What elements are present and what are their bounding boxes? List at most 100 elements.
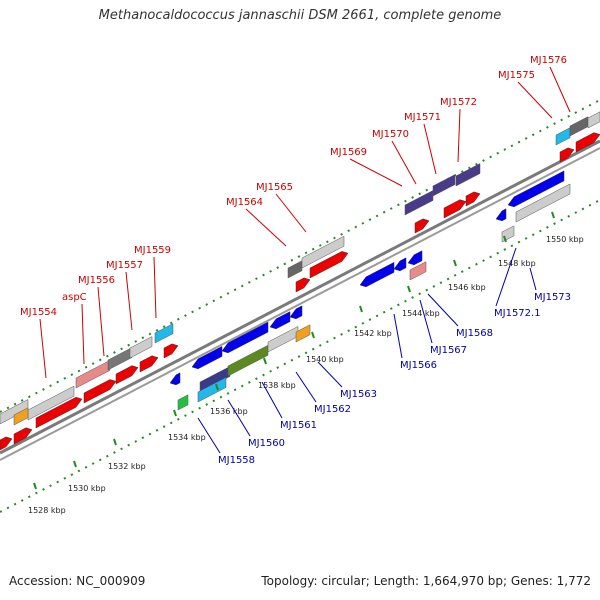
label-mj1576[interactable]: MJ1576 (530, 55, 567, 66)
gene-blue-2[interactable] (221, 321, 269, 354)
label-mj1560[interactable]: MJ1560 (248, 438, 285, 449)
label-mj1572-1[interactable]: MJ1572.1 (494, 308, 541, 319)
label-mj1570[interactable]: MJ1570 (372, 129, 409, 140)
label-mj1556[interactable]: MJ1556 (78, 275, 115, 286)
leader-line (495, 247, 517, 307)
gene-blue-5[interactable] (359, 261, 395, 288)
gene-mj1569[interactable] (404, 190, 434, 216)
gene-mj1559[interactable] (154, 323, 174, 344)
gene-red-4[interactable] (83, 379, 117, 404)
gene-red-9[interactable] (309, 251, 349, 279)
leader-line (529, 267, 537, 291)
gene-mj1565[interactable] (301, 235, 345, 269)
gene-blue-6[interactable] (393, 257, 407, 272)
gene-mj1568[interactable] (409, 261, 427, 281)
gene-red-12[interactable] (465, 191, 481, 207)
label-mj1571[interactable]: MJ1571 (404, 112, 441, 123)
gene-red-2[interactable] (13, 427, 33, 445)
gene-red-6[interactable] (139, 355, 159, 373)
topology-summary: Topology: circular; Length: 1,664,970 bp… (261, 574, 591, 588)
gene-mj1572[interactable] (455, 163, 481, 187)
gene-red-14[interactable] (575, 132, 600, 153)
gene-mj1577[interactable] (587, 111, 600, 129)
tick-mark (359, 305, 363, 313)
label-mj1572[interactable]: MJ1572 (440, 97, 477, 108)
label-mj1567[interactable]: MJ1567 (430, 345, 467, 356)
gene-track (0, 111, 600, 451)
label-mj1557[interactable]: MJ1557 (106, 260, 143, 271)
label-mj1564[interactable]: MJ1564 (226, 197, 263, 208)
gene-blue-3[interactable] (269, 311, 291, 330)
gene-aspc[interactable] (75, 359, 111, 389)
gene-mj1575[interactable] (555, 127, 571, 146)
map-title: Methanocaldococcus jannaschii DSM 2661, … (98, 8, 502, 23)
tick-label: 1532 kbp (108, 462, 146, 471)
tick-mark (215, 383, 219, 391)
gene-mj1560[interactable] (199, 365, 231, 393)
leader-line (517, 81, 553, 119)
leader-line (295, 371, 317, 403)
gene-mj1570[interactable] (432, 174, 456, 197)
gene-mj1561[interactable] (227, 344, 269, 377)
gene-red-1[interactable] (0, 436, 13, 451)
tick-label: 1530 kbp (68, 484, 106, 493)
leader-line (81, 303, 85, 365)
gene-red-5[interactable] (115, 365, 139, 385)
dot-track-upper (0, 99, 600, 413)
gene-mj1556[interactable] (107, 347, 133, 371)
leader-line (419, 299, 433, 344)
tick-label: 1538 kbp (258, 381, 296, 390)
gene-red-7[interactable] (163, 343, 179, 359)
label-mj1575[interactable]: MJ1575 (498, 70, 535, 81)
gene-blue-8[interactable] (495, 208, 507, 222)
leader-line (457, 108, 461, 163)
backbone (0, 139, 600, 461)
label-mj1554[interactable]: MJ1554 (20, 307, 57, 318)
leader-line (245, 208, 287, 247)
gene-mj1572-1[interactable] (501, 225, 515, 243)
gene-red-13[interactable] (559, 147, 575, 163)
leader-line (317, 361, 343, 388)
gene-mj1564[interactable] (287, 260, 303, 279)
accession-text: Accession: NC_000909 (9, 574, 146, 588)
gene-blue-10[interactable] (169, 372, 181, 386)
gene-red-3[interactable] (35, 396, 83, 429)
tick-label: 1536 kbp (210, 407, 248, 416)
gene-blue-7[interactable] (407, 250, 423, 266)
label-mj1565[interactable]: MJ1565 (256, 182, 293, 193)
gene-mj1558[interactable] (197, 377, 227, 403)
gene-mj1576[interactable] (569, 116, 589, 137)
gene-labels: MJ1554 aspC MJ1556 MJ1557 MJ1559 MJ1564 MJ1565… (20, 55, 571, 466)
gene-green-small[interactable] (177, 394, 189, 411)
leader-line (153, 256, 157, 319)
tick-mark (311, 331, 315, 339)
gene-red-8[interactable] (295, 277, 311, 293)
label-mj1569[interactable]: MJ1569 (330, 147, 367, 158)
label-mj1563[interactable]: MJ1563 (340, 389, 377, 400)
label-mj1566[interactable]: MJ1566 (400, 360, 437, 371)
label-mj1573[interactable]: MJ1573 (534, 292, 571, 303)
gene-mj1573[interactable] (515, 183, 571, 223)
gene-left-orange[interactable] (13, 407, 29, 426)
tick-label: 1534 kbp (168, 433, 206, 442)
scale-ticks: 1528 kbp 1530 kbp 1532 kbp 1534 kbp 1536 kbp… (28, 211, 584, 515)
gene-blue-9[interactable] (507, 170, 565, 208)
gene-mj1563[interactable] (295, 324, 311, 343)
label-mj1558[interactable]: MJ1558 (218, 455, 255, 466)
label-mj1568[interactable]: MJ1568 (456, 328, 493, 339)
gene-blue-4[interactable] (289, 305, 303, 320)
gene-mj1557[interactable] (129, 336, 153, 359)
leader-line (197, 417, 221, 454)
gene-mj1562[interactable] (267, 325, 299, 353)
leader-line (39, 318, 47, 379)
label-mj1561[interactable]: MJ1561 (280, 420, 317, 431)
label-mj1562[interactable]: MJ1562 (314, 404, 351, 415)
label-aspc[interactable]: aspC (62, 292, 87, 303)
gene-red-11[interactable] (443, 199, 467, 219)
leader-line (275, 193, 307, 233)
label-mj1559[interactable]: MJ1559 (134, 245, 171, 256)
leader-line (125, 271, 133, 331)
gene-red-10[interactable] (414, 218, 430, 234)
gene-blue-1[interactable] (191, 345, 223, 370)
